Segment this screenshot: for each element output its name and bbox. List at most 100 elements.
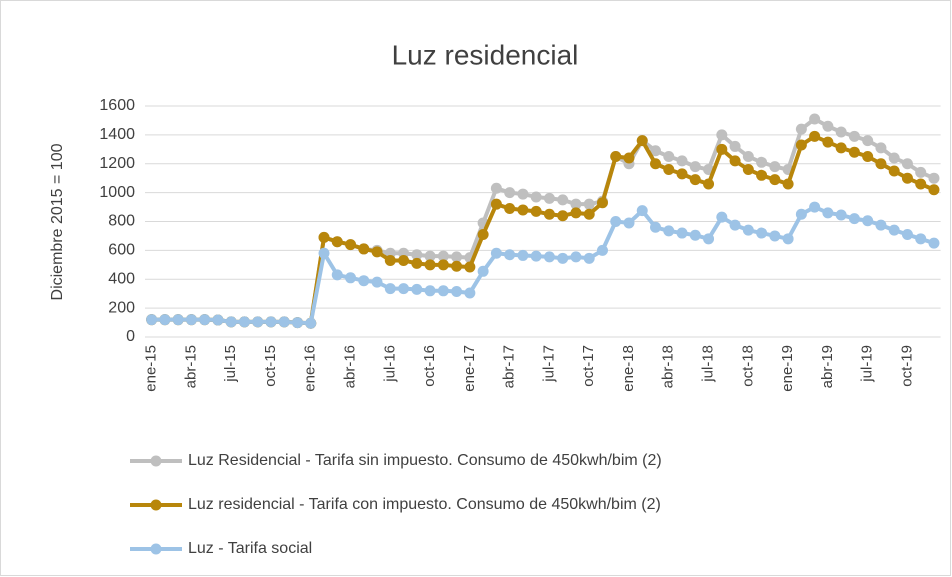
point [875,219,887,231]
x-tick-label: jul-19 [859,345,876,383]
point [305,317,317,329]
point [265,316,277,328]
point [225,316,237,328]
point [795,123,807,135]
point [411,283,423,295]
point [398,254,410,266]
point [809,201,821,213]
point [795,208,807,220]
x-tick-label: oct-17 [580,345,597,387]
point [928,184,940,196]
point [822,136,834,148]
point [172,314,184,326]
point [809,113,821,125]
y-tick-label: 800 [108,213,135,230]
point [596,244,608,256]
x-tick-label: oct-16 [421,345,438,387]
point [583,198,595,210]
point [570,198,582,210]
point [729,219,741,231]
point [928,172,940,184]
point [199,314,211,326]
point [424,250,436,262]
point [716,143,728,155]
point [663,151,675,163]
point [596,197,608,209]
x-tick-label: abr-17 [501,345,518,388]
point [623,152,635,164]
point [490,247,502,259]
x-tick-label: jul-16 [381,345,398,383]
point [358,275,370,287]
point [623,217,635,229]
point [411,257,423,269]
point [663,164,675,176]
legend-label: Luz - Tarifa social [188,540,312,557]
point [875,158,887,170]
point [570,251,582,263]
point [716,211,728,223]
point [716,129,728,141]
point [862,215,874,227]
point [557,194,569,206]
point [703,233,715,245]
point [676,227,688,239]
point [729,155,741,167]
point [543,208,555,220]
x-tick-label: ene-15 [143,345,160,392]
point [504,249,516,261]
point [451,251,463,263]
x-tick-label: abr-15 [182,345,199,388]
y-tick-label: 200 [108,299,135,316]
point [875,142,887,154]
y-axis-title: Diciembre 2015 = 100 [49,143,66,300]
point [159,314,171,326]
point [742,151,754,163]
point [901,228,913,240]
point [437,285,449,297]
point [583,252,595,264]
point [650,158,662,170]
x-tick-label: oct-18 [739,345,756,387]
point [795,139,807,151]
point [530,250,542,262]
y-tick-label: 1600 [99,97,135,114]
point [756,227,768,239]
x-tick-label: abr-19 [819,345,836,388]
point [756,156,768,168]
point [915,178,927,190]
point [411,249,423,261]
point [252,316,264,328]
point [464,287,476,299]
x-tick-label: jul-17 [540,345,557,383]
x-tick-label: abr-18 [660,345,677,388]
point [742,164,754,176]
legend-marker [150,543,162,555]
x-tick-label: ene-18 [620,345,637,392]
point [331,269,343,281]
point [835,209,847,221]
x-tick-label: ene-16 [302,345,319,392]
point [610,151,622,163]
y-tick-label: 1000 [99,184,135,201]
point [703,178,715,190]
point [835,142,847,154]
point [451,260,463,272]
point [915,166,927,178]
point [848,130,860,142]
point [398,283,410,295]
point [610,216,622,227]
point [543,192,555,204]
point [862,151,874,163]
point [371,246,383,258]
point [862,135,874,147]
point [663,225,675,237]
x-tick-label: ene-19 [779,345,796,392]
point [636,205,648,217]
point [530,191,542,203]
point [490,182,502,194]
point [782,233,794,245]
point [146,314,158,326]
y-tick-label: 600 [108,242,135,259]
